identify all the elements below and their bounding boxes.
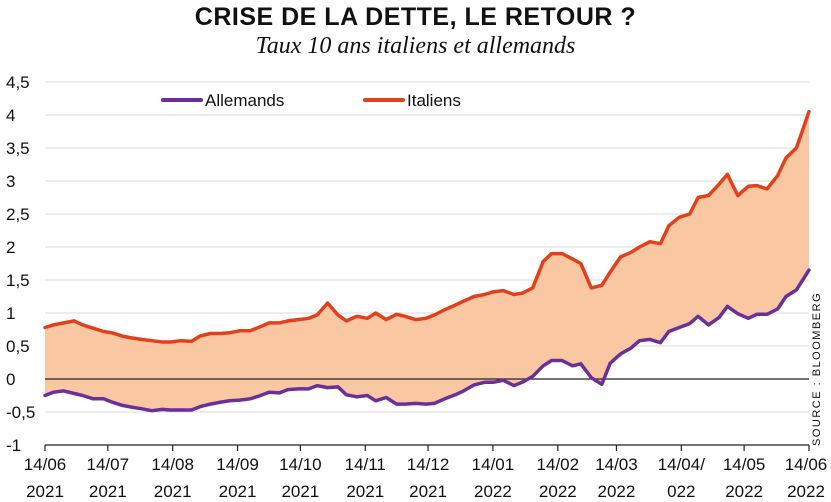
x-tick-label: 2022: [474, 482, 512, 501]
y-tick-label: 4: [6, 106, 15, 125]
x-tick-label: 2021: [89, 482, 127, 501]
x-tick-label: 2021: [154, 482, 192, 501]
y-tick-label: 3,5: [6, 139, 30, 158]
x-tick-label: 14/12: [407, 455, 450, 474]
series-lines: [43, 109, 811, 413]
x-tick-label: 14/07: [87, 455, 130, 474]
x-tick-label: 14/01: [472, 455, 515, 474]
x-tick-label: 14/08: [151, 455, 194, 474]
y-tick-label: 0,5: [6, 337, 30, 356]
y-tick-label: 4,5: [6, 73, 30, 92]
x-tick-label: 14/06: [24, 455, 67, 474]
axes: -1 -0,5 0 0,5 1 1,5 2 2,5 3 3,5 4 4,5 14/06 2021 14/07…: [6, 73, 827, 501]
x-tick-label: 14/10: [279, 455, 322, 474]
x-tick-label: 14/02: [537, 455, 580, 474]
x-tick-label: 14/04/: [658, 455, 706, 474]
chart-title: CRISE DE LA DETTE, LE RETOUR ?: [194, 3, 637, 31]
x-tick-label: 2021: [409, 482, 447, 501]
x-tick-label: 022: [667, 482, 695, 501]
legend-label-italiens: Italiens: [407, 91, 461, 110]
x-tick-label: 2021: [281, 482, 319, 501]
legend-label-allemands: Allemands: [205, 91, 284, 110]
series-line-italiens: [43, 109, 811, 344]
x-tick-label: 2022: [539, 482, 577, 501]
y-tick-label: 1,5: [6, 271, 30, 290]
y-tick-label: 3: [6, 172, 15, 191]
y-tick-label: -1: [6, 436, 21, 455]
x-tick-label: 14/09: [216, 455, 259, 474]
x-tick-label: 2022: [725, 482, 763, 501]
y-tick-label: 0: [6, 370, 15, 389]
y-tick-label: 1: [6, 304, 15, 323]
x-tick-label: 2021: [26, 482, 64, 501]
spread-fill: [45, 111, 809, 411]
spread-area: [45, 111, 809, 411]
x-tick-label: 14/06: [785, 455, 828, 474]
x-tick-label: 14/05: [723, 455, 766, 474]
y-tick-label: 2,5: [6, 205, 30, 224]
series-line-allemands: [43, 268, 811, 413]
legend: Allemands Italiens: [161, 91, 461, 110]
x-tick-label: 2022: [787, 482, 825, 501]
y-tick-label: 2: [6, 238, 15, 257]
chart-subtitle: Taux 10 ans italiens et allemands: [255, 33, 576, 59]
x-tick-label: 14/11: [345, 455, 386, 474]
x-tick-label: 2021: [346, 482, 384, 501]
y-tick-label: -0,5: [6, 403, 35, 422]
source-note: SOURCE : BLOOMBERG: [811, 291, 823, 446]
x-tick-label: 2021: [219, 482, 257, 501]
x-tick-label: 14/03: [595, 455, 638, 474]
x-tick-label: 2022: [598, 482, 636, 501]
